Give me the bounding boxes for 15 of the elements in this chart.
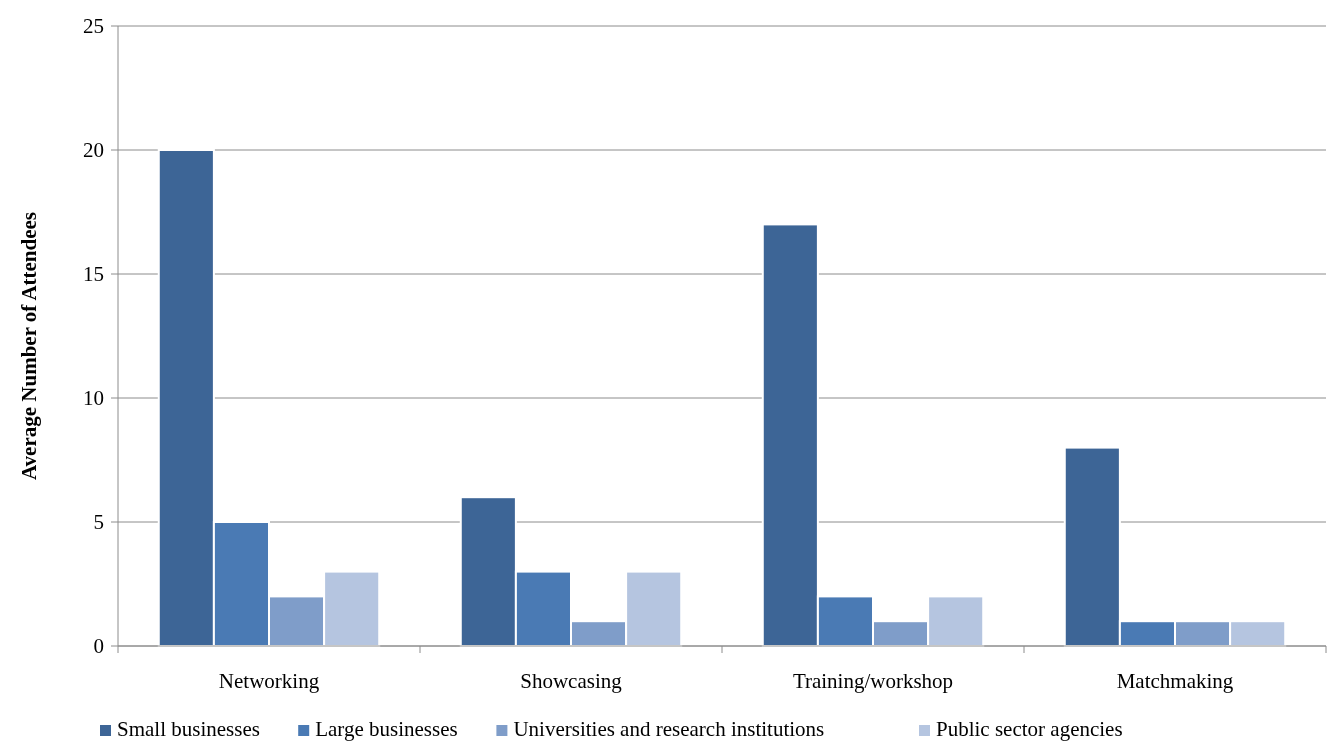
legend-label: Universities and research institutions (513, 717, 825, 741)
x-tick-label: Networking (218, 669, 320, 693)
y-tick-label: 20 (83, 138, 104, 163)
y-tick-label: 10 (83, 386, 104, 411)
x-tick-label: Matchmaking (1116, 669, 1234, 693)
x-tick-label: Training/workshop (792, 669, 954, 693)
legend-label: Public sector agencies (936, 717, 1123, 741)
y-tick-label: 15 (83, 262, 104, 287)
x-tick-label: Showcasing (520, 669, 623, 693)
y-tick-label: 0 (93, 634, 104, 659)
legend-label: Large businesses (315, 717, 458, 741)
y-tick-label: 25 (83, 14, 104, 39)
y-axis-title: Average Number of Attendees (17, 211, 41, 481)
y-tick-label: 5 (93, 510, 104, 535)
legend-label: Small businesses (117, 717, 260, 741)
